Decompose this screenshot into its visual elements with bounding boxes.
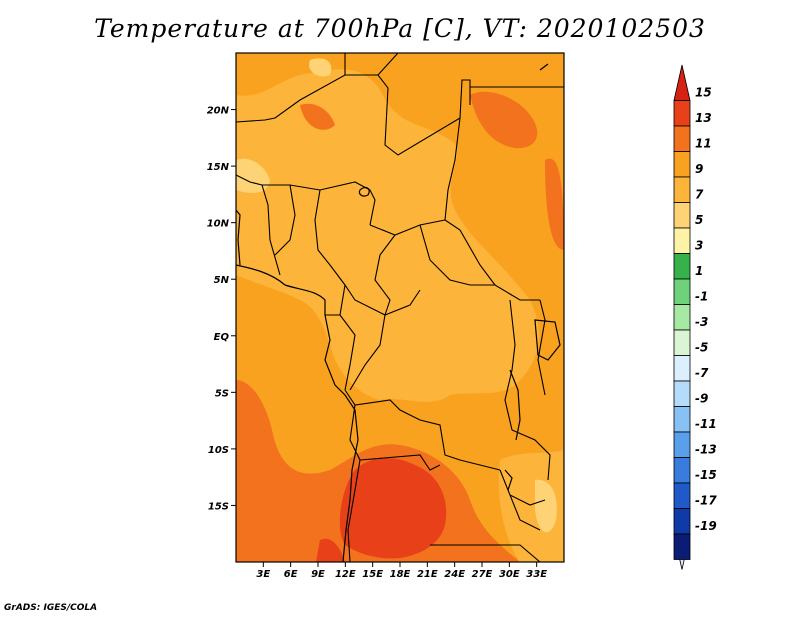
lon-tick-label: 12E: [335, 569, 356, 580]
chart-title: Temperature at 700hPa [C], VT: 202010250…: [94, 14, 706, 43]
lon-tick-label: 15E: [362, 569, 383, 580]
lon-tick-label: 30E: [499, 569, 520, 580]
colorbar-label: 5: [695, 213, 703, 227]
colorbar-label: 1: [695, 264, 703, 278]
colorbar-label: 9: [695, 162, 703, 176]
colorbar-label: -17: [695, 494, 717, 508]
field-13-15-core: [339, 458, 447, 559]
colorbar-swatch: [673, 176, 691, 203]
lon-tick-label: 33E: [526, 569, 547, 580]
lat-tick-label: 5N: [214, 275, 230, 286]
colorbar-swatch: [673, 482, 691, 509]
field-5-7-north: [309, 58, 332, 77]
colorbar: 15 13 11 9 7 5 3 1 -1 -3 -5 -7 -9 -11 -13 -15 -17 -19: [673, 64, 717, 570]
colorbar-swatch: [673, 227, 691, 254]
field-11-13-east-edge: [545, 158, 564, 250]
lon-tick-label: 9E: [311, 569, 325, 580]
lon-tick-label: 27E: [472, 569, 493, 580]
colorbar-label: 3: [695, 239, 703, 253]
lat-tick-label: 10N: [207, 219, 230, 230]
colorbar-label: -9: [695, 392, 708, 406]
lat-tick-label: 15N: [207, 162, 230, 173]
colorbar-swatch: [673, 253, 691, 280]
colorbar-label: -19: [695, 519, 717, 533]
colorbar-label: -11: [695, 417, 717, 431]
colorbar-swatch: [673, 304, 691, 331]
colorbar-top-arrow: [673, 64, 691, 101]
colorbar-swatch: [673, 151, 691, 178]
lat-tick-label: 20N: [207, 106, 230, 117]
lat-tick-label: 10S: [208, 445, 229, 456]
colorbar-label: -13: [695, 443, 717, 457]
colorbar-label: -7: [695, 366, 709, 380]
country-borders: [236, 53, 564, 562]
lon-tick-label: 3E: [256, 569, 270, 580]
colorbar-label: 7: [695, 188, 704, 202]
field-11-13-northeast: [470, 91, 538, 149]
colorbar-swatch: [673, 329, 691, 356]
lon-tick-label: 18E: [390, 569, 411, 580]
colorbar-swatch: [673, 406, 691, 433]
longitude-axis: 3E 6E 9E 12E 15E 18E 21E 24E 27E 30E 33E: [256, 562, 547, 580]
coastlines: [236, 63, 561, 562]
colorbar-swatch: [673, 508, 691, 535]
field-11-13-north: [300, 103, 335, 130]
field-5-7-east: [535, 479, 557, 533]
colorbar-swatch: [673, 278, 691, 305]
colorbar-label: -15: [695, 468, 717, 482]
colorbar-swatch: [673, 125, 691, 152]
lon-tick-label: 24E: [444, 569, 465, 580]
colorbar-swatch: [673, 355, 691, 382]
colorbar-swatch: [673, 100, 691, 127]
lat-tick-label: 15S: [208, 501, 229, 512]
colorbar-swatch: [673, 431, 691, 458]
colorbar-label: -3: [695, 315, 708, 329]
lat-tick-label: 5S: [215, 388, 229, 399]
field-7-9-central: [236, 69, 539, 402]
lat-tick-label: EQ: [214, 332, 230, 343]
colorbar-label: -5: [695, 341, 708, 355]
colorbar-swatch: [673, 457, 691, 484]
lon-tick-label: 6E: [284, 569, 298, 580]
colorbar-label: -1: [695, 290, 708, 304]
colorbar-label: 11: [695, 137, 712, 151]
latitude-axis: 20N 15N 10N 5N EQ 5S 10S 15S: [207, 106, 236, 512]
colorbar-label: 13: [695, 111, 712, 125]
credit-text: GrADS: IGES/COLA: [4, 603, 98, 613]
colorbar-swatch: [673, 202, 691, 229]
colorbar-swatch: [673, 380, 691, 407]
colorbar-swatch: [673, 533, 691, 560]
lon-tick-label: 21E: [417, 569, 438, 580]
field-13-15-south: [316, 538, 345, 562]
colorbar-label: 15: [695, 86, 712, 100]
temperature-field: [236, 53, 564, 562]
